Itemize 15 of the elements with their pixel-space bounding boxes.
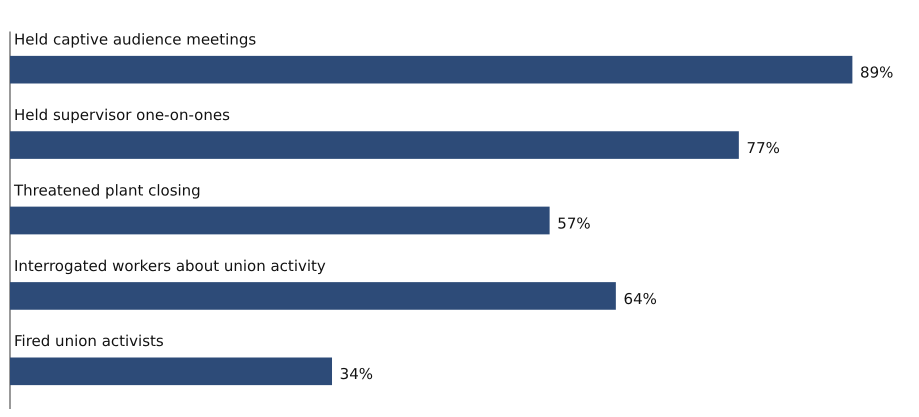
y-tick-label: Held captive audience meetings bbox=[14, 30, 256, 49]
y-tick-label: Threatened plant closing bbox=[13, 181, 201, 200]
data-label: 34% bbox=[340, 365, 374, 384]
y-tick-label: Fired union activists bbox=[14, 332, 164, 350]
data-label: 89% bbox=[860, 64, 894, 82]
bar bbox=[10, 56, 852, 84]
y-tick-label: Held supervisor one-on-ones bbox=[14, 106, 230, 124]
y-tick-label: Interrogated workers about union activity bbox=[14, 256, 326, 275]
data-label: 77% bbox=[746, 138, 780, 157]
bar bbox=[10, 131, 739, 159]
bar bbox=[10, 206, 550, 234]
data-label: 57% bbox=[557, 214, 591, 232]
bar bbox=[10, 282, 616, 310]
data-label: 64% bbox=[624, 290, 657, 308]
bar bbox=[10, 357, 332, 386]
